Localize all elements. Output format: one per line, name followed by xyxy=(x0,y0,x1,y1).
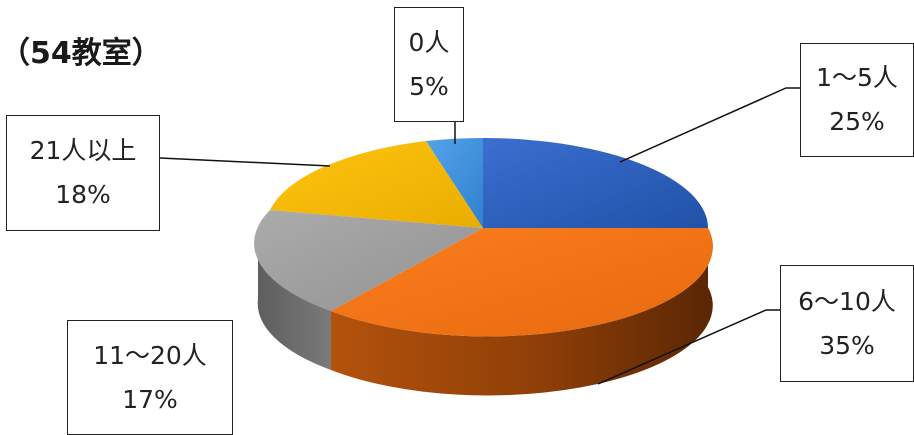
leader-lines xyxy=(159,87,800,385)
slice-6-10 xyxy=(331,228,713,337)
percent-label: 17% xyxy=(122,384,178,414)
slice-side-11-20 xyxy=(257,240,331,370)
chart-title: （54教室） xyxy=(0,36,162,71)
percent-label: 25% xyxy=(829,107,885,136)
slice-11-20 xyxy=(254,210,483,311)
data-label-6-10: 6〜10人 35% xyxy=(780,265,914,382)
data-label-11-20: 11〜20人 17% xyxy=(67,320,233,435)
category-label: 21人以上 xyxy=(29,136,137,165)
category-label: 11〜20人 xyxy=(93,340,207,370)
slice-21-plus xyxy=(270,141,483,228)
category-label: 0人 xyxy=(408,27,450,57)
leader-line-21-plus xyxy=(159,157,331,167)
percent-label: 35% xyxy=(819,330,875,360)
data-label-0: 0人 5% xyxy=(394,7,464,122)
percent-label: 18% xyxy=(55,180,111,209)
data-label-21-plus: 21人以上 18% xyxy=(6,115,160,231)
pie-top xyxy=(254,138,713,337)
leader-line-1-5 xyxy=(619,87,800,163)
leader-line-6-10 xyxy=(597,309,780,385)
slice-0 xyxy=(426,138,483,228)
slice-side-6-10 xyxy=(331,228,713,396)
data-label-1-5: 1〜5人 25% xyxy=(800,43,914,157)
category-label: 6〜10人 xyxy=(798,286,896,316)
pie-3d-sides xyxy=(257,228,713,396)
percent-label: 5% xyxy=(409,71,449,101)
category-label: 1〜5人 xyxy=(816,63,898,92)
slice-1-5 xyxy=(483,138,708,228)
